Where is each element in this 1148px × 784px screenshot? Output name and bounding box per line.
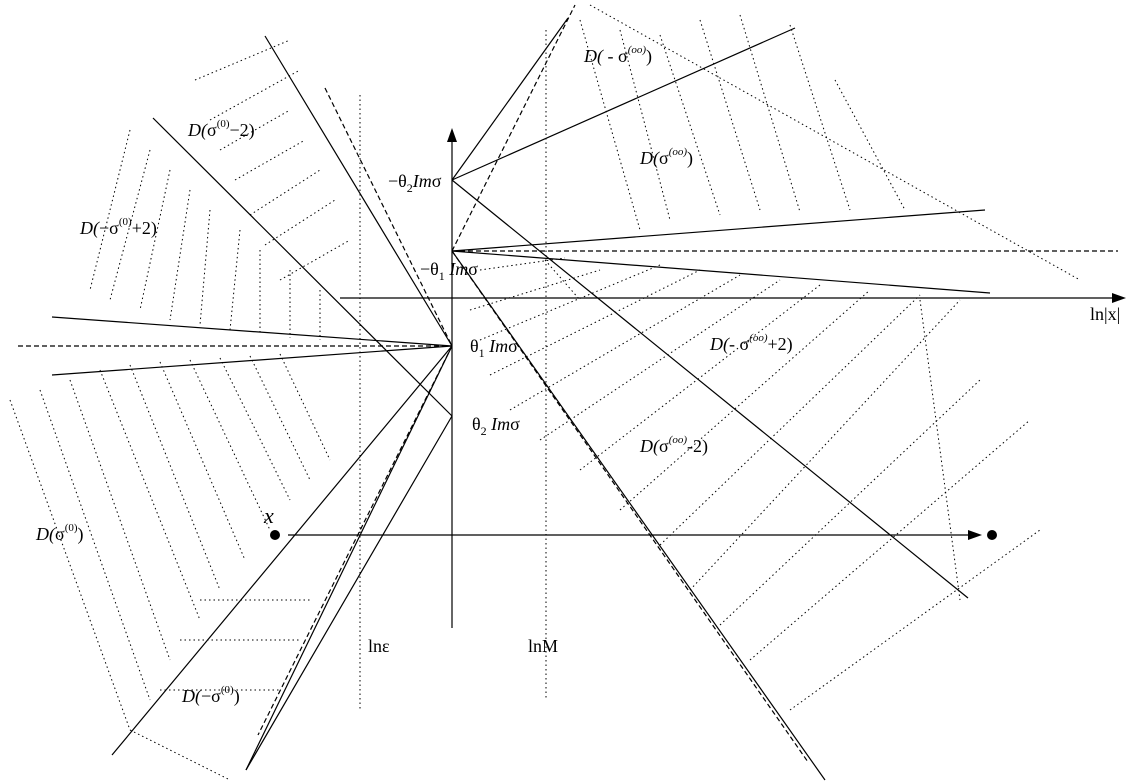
label-ln-m: lnM [528, 636, 558, 656]
label-d-neg-sigma-oo: D( - σ(oo)) [583, 44, 652, 67]
label-neg-theta1: −θ1 Imσ [420, 259, 478, 283]
x-path-arrowhead [968, 530, 982, 540]
label-d-sigma-oo: D(σ(oo)) [639, 146, 693, 169]
label-d-sigma-oo-minus2: D(σ(oo)-2) [639, 434, 708, 457]
sector-boundaries [51, 17, 991, 781]
labels: D( - σ(oo)) D(σ(oo)) D(σ(0)−2) D(−σ(0)+2… [35, 44, 1120, 707]
axes [340, 128, 1126, 628]
label-neg-theta2: −θ2Imσ [388, 171, 442, 195]
point-x-end [987, 530, 997, 540]
label-axis-x: ln|x| [1090, 304, 1120, 324]
label-d-neg-sigma-oo-plus2: D(- σ(oo)+2) [709, 332, 793, 355]
label-d-neg-sigma0: D(−σ(0)) [181, 684, 240, 707]
dashed-lines [18, 4, 1118, 763]
label-ln-eps: lnε [368, 636, 390, 656]
point-x-start [270, 530, 280, 540]
label-theta1: θ1 Imσ [470, 336, 518, 360]
label-point-x: x [263, 503, 274, 528]
label-d-neg-sigma0-plus2: D(−σ(0)+2) [79, 216, 157, 239]
y-axis-arrowhead [447, 128, 457, 142]
label-d-sigma0: D(σ(0)) [35, 522, 84, 545]
x-axis-arrowhead [1112, 293, 1126, 303]
dotted-hatching [9, 4, 1081, 781]
label-theta2: θ2 Imσ [472, 414, 520, 438]
x-path [270, 530, 997, 540]
label-d-sigma0-minus2: D(σ(0)−2) [187, 118, 255, 141]
